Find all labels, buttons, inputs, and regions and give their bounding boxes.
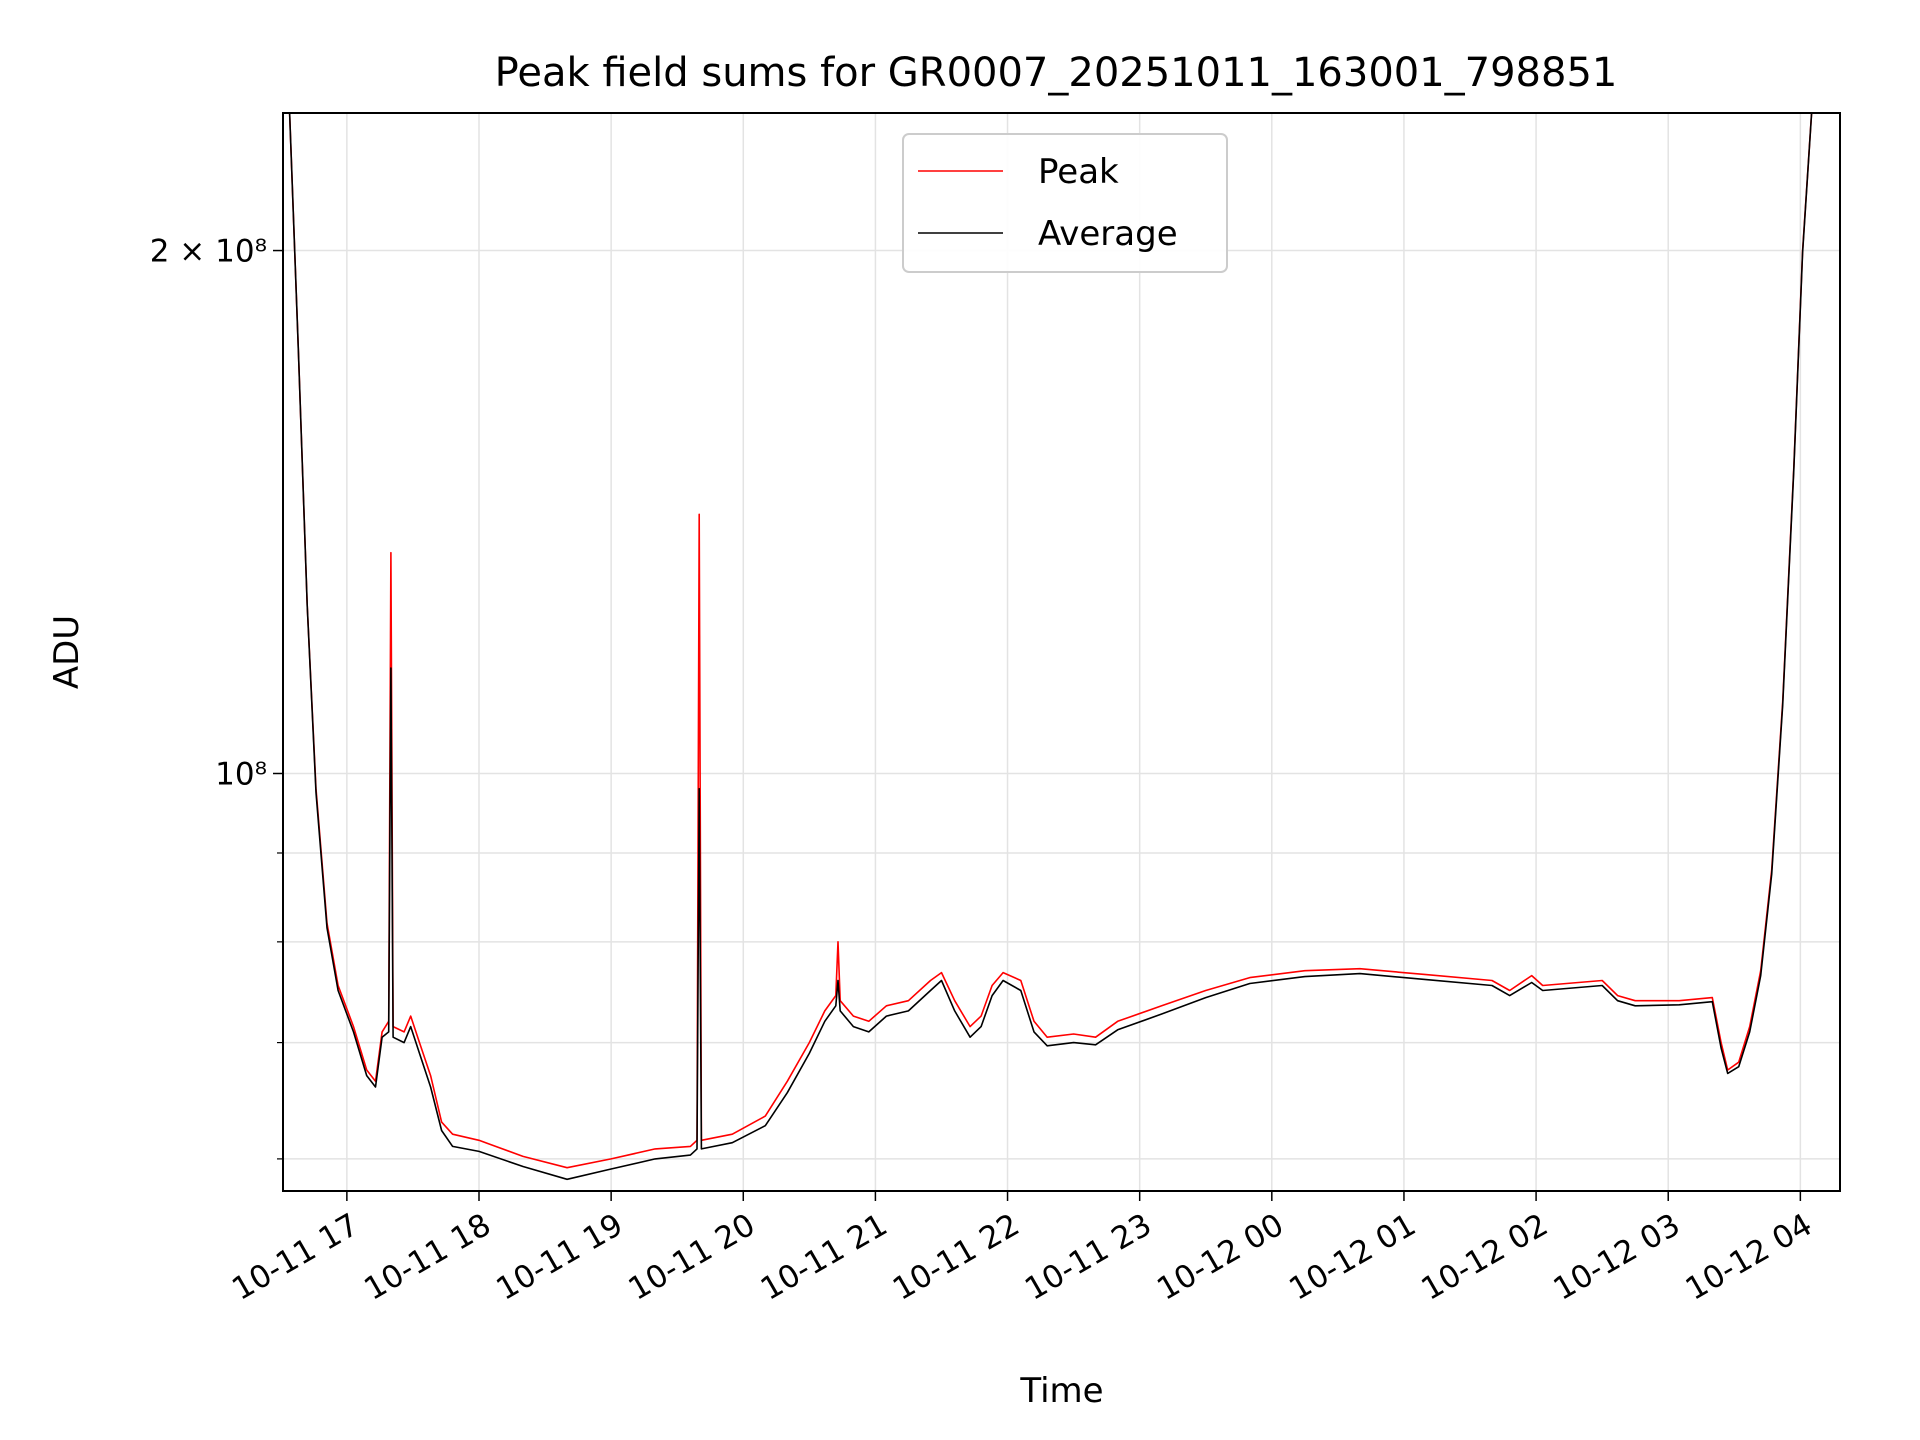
plot-frame	[282, 112, 1841, 1192]
x-axis-label: Time	[1019, 1371, 1103, 1411]
series-line-peak	[288, 113, 1813, 1169]
chart-title: Peak field sums for GR0007_20251011_1630…	[495, 50, 1618, 96]
legend-label-average: Average	[1038, 214, 1178, 254]
y-axis-ticks: 10⁸ 2 × 10⁸	[150, 234, 283, 1160]
y-axis-label: ADU	[47, 615, 87, 689]
y-tick-label: 10⁸	[215, 756, 267, 792]
series-line-average	[288, 113, 1813, 1181]
series-group	[288, 113, 1813, 1181]
y-tick-label: 2 × 10⁸	[150, 234, 267, 270]
legend-label-peak: Peak	[1038, 152, 1119, 192]
legend: Peak Average	[902, 133, 1228, 273]
grid	[283, 113, 1840, 1191]
legend-box	[902, 133, 1228, 273]
